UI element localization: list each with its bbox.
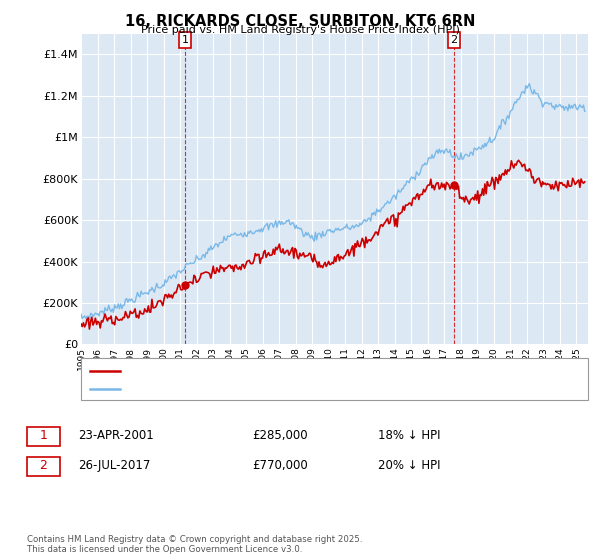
Text: HPI: Average price, detached house, Kingston upon Thames: HPI: Average price, detached house, King… xyxy=(126,384,439,394)
Text: 26-JUL-2017: 26-JUL-2017 xyxy=(78,459,151,473)
Text: 1: 1 xyxy=(182,35,188,45)
Text: 16, RICKARDS CLOSE, SURBITON, KT6 6RN: 16, RICKARDS CLOSE, SURBITON, KT6 6RN xyxy=(125,14,475,29)
Text: 23-APR-2001: 23-APR-2001 xyxy=(78,429,154,442)
Text: £285,000: £285,000 xyxy=(252,429,308,442)
Text: 18% ↓ HPI: 18% ↓ HPI xyxy=(378,429,440,442)
Text: 2: 2 xyxy=(451,35,457,45)
Text: 20% ↓ HPI: 20% ↓ HPI xyxy=(378,459,440,473)
Text: Price paid vs. HM Land Registry's House Price Index (HPI): Price paid vs. HM Land Registry's House … xyxy=(140,25,460,35)
Text: £770,000: £770,000 xyxy=(252,459,308,473)
Text: 16, RICKARDS CLOSE, SURBITON, KT6 6RN (detached house): 16, RICKARDS CLOSE, SURBITON, KT6 6RN (d… xyxy=(126,366,442,376)
Text: 1: 1 xyxy=(40,429,47,442)
Text: 2: 2 xyxy=(40,459,47,473)
Text: Contains HM Land Registry data © Crown copyright and database right 2025.
This d: Contains HM Land Registry data © Crown c… xyxy=(27,535,362,554)
